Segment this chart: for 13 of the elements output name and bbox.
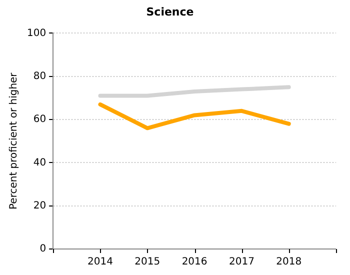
y-tick-label: 40 <box>33 157 46 168</box>
y-axis-title: Percent proficient or higher <box>8 72 20 210</box>
chart-title: Science <box>146 5 194 18</box>
x-tick-label: 2018 <box>276 256 302 268</box>
y-tick-label: 100 <box>26 28 46 39</box>
x-tick-label: 2016 <box>182 256 208 268</box>
y-tick-label: 0 <box>40 244 46 255</box>
x-tick-label: 2015 <box>134 256 160 268</box>
y-tick-label: 80 <box>33 70 46 82</box>
y-tick-label: 60 <box>33 114 46 126</box>
x-tick-label: 2017 <box>228 256 254 268</box>
y-tick-label: 20 <box>33 200 46 212</box>
x-tick-label: 2014 <box>88 256 113 268</box>
